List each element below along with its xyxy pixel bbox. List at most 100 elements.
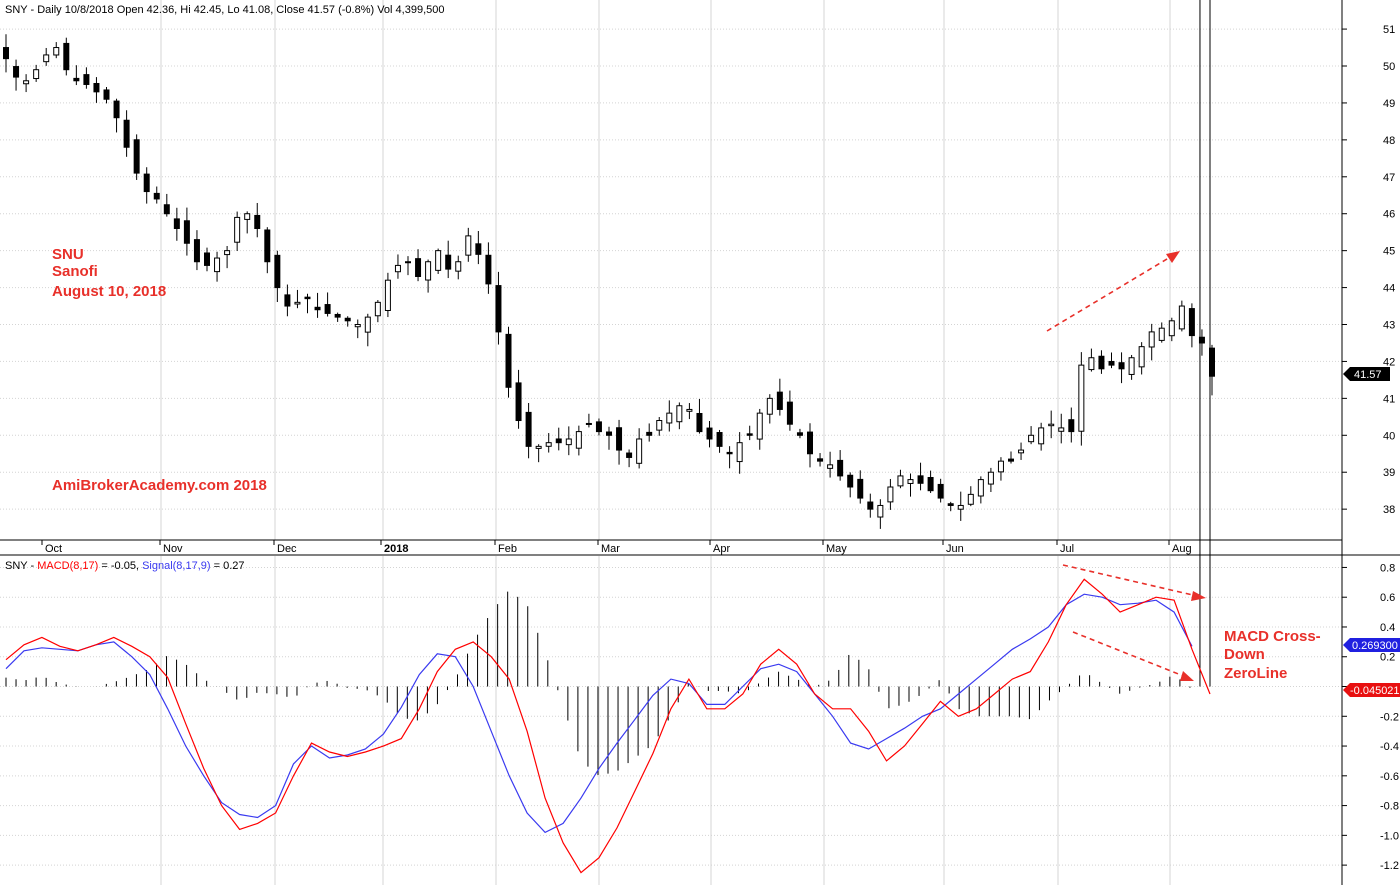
macd-note-line-2: Down bbox=[1224, 646, 1265, 663]
x-axis-month-label: Jun bbox=[946, 543, 964, 555]
candle bbox=[83, 67, 90, 89]
candle-body bbox=[786, 401, 793, 425]
candle bbox=[555, 427, 562, 451]
macd-y-tick-label: 0.2 bbox=[1380, 652, 1395, 664]
candle bbox=[123, 110, 130, 157]
x-axis-month-label: Oct bbox=[45, 543, 62, 555]
candle-body bbox=[907, 479, 914, 484]
candle bbox=[716, 429, 723, 453]
candle-body bbox=[234, 216, 241, 243]
candle bbox=[1168, 317, 1175, 342]
candle bbox=[1008, 451, 1014, 464]
candle-body bbox=[53, 47, 60, 56]
candle-body bbox=[867, 501, 874, 510]
candle-body bbox=[1018, 449, 1025, 454]
candle-body bbox=[294, 301, 301, 305]
price-y-axis-ticks: 51 50 49 48 47 46 45 44 43 42 41 40 39 38 bbox=[1342, 24, 1395, 516]
macd-y-tick-label: -0.2 bbox=[1380, 711, 1399, 723]
candle-body bbox=[776, 391, 783, 410]
last-price-label: 41.57 bbox=[1354, 369, 1382, 381]
candle-body bbox=[264, 229, 271, 263]
candle bbox=[987, 467, 994, 493]
x-axis-month-label: 2018 bbox=[384, 543, 408, 555]
last-price-tag: 41.57 bbox=[1343, 367, 1390, 381]
candle bbox=[334, 312, 341, 322]
macd-panel-header: SNY - MACD(8,17) = -0.05, Signal(8,17,9)… bbox=[5, 560, 245, 572]
candle-body bbox=[324, 304, 331, 314]
candle-body bbox=[937, 483, 944, 499]
price-y-tick-label: 43 bbox=[1383, 320, 1395, 332]
candle bbox=[565, 426, 572, 456]
candle bbox=[485, 242, 492, 294]
candle bbox=[425, 259, 432, 293]
candle-body bbox=[1028, 434, 1035, 443]
candle bbox=[977, 476, 984, 504]
candle-body bbox=[1148, 331, 1155, 348]
x-axis-month-label: Feb bbox=[498, 543, 517, 555]
candle bbox=[415, 249, 422, 282]
candle-body bbox=[877, 504, 884, 518]
candle bbox=[505, 326, 512, 398]
candle-body bbox=[465, 235, 472, 256]
candle-body bbox=[163, 204, 170, 215]
candle-body bbox=[1178, 305, 1185, 330]
candle bbox=[937, 478, 944, 503]
macd-crossdown-arrow bbox=[1072, 631, 1194, 681]
candle-body bbox=[475, 243, 482, 255]
candle-body bbox=[927, 477, 934, 492]
candle bbox=[354, 319, 361, 339]
candle bbox=[394, 254, 401, 279]
candle-body bbox=[766, 397, 773, 415]
candle-body bbox=[455, 261, 462, 272]
candle-body bbox=[626, 452, 633, 458]
candle-body bbox=[1118, 362, 1125, 370]
candlestick-series bbox=[3, 34, 1215, 529]
candle-body bbox=[1038, 427, 1045, 445]
candle bbox=[736, 432, 743, 474]
candle-body bbox=[796, 432, 803, 436]
candle-body bbox=[93, 82, 100, 93]
x-axis-month-label: Nov bbox=[163, 543, 183, 555]
macd-histogram bbox=[5, 0, 1211, 775]
candle bbox=[1028, 426, 1035, 445]
candle-body bbox=[405, 261, 411, 264]
candle-body bbox=[947, 503, 954, 506]
candle bbox=[626, 449, 633, 468]
candle bbox=[374, 300, 381, 323]
candle-body bbox=[334, 313, 341, 318]
macd-header-signal: Signal(8,17,9) bbox=[142, 560, 211, 572]
candle-body bbox=[686, 408, 693, 412]
candle-body bbox=[1068, 419, 1075, 433]
candle bbox=[254, 202, 261, 238]
candle-body bbox=[33, 69, 40, 80]
candle bbox=[535, 444, 542, 463]
candle bbox=[585, 413, 592, 428]
macd-header-macd-value: = -0.05, bbox=[98, 560, 142, 572]
candle bbox=[384, 272, 391, 318]
candle-body bbox=[224, 250, 231, 256]
candle-body bbox=[73, 77, 80, 82]
candle bbox=[264, 227, 271, 274]
candle-body bbox=[1098, 355, 1105, 370]
candle-body bbox=[696, 412, 703, 433]
candle bbox=[455, 255, 462, 280]
candle bbox=[364, 313, 371, 347]
candle-body bbox=[847, 474, 854, 488]
candle-body bbox=[103, 89, 110, 100]
candle bbox=[93, 77, 100, 103]
candle bbox=[53, 42, 60, 59]
candle bbox=[997, 457, 1004, 481]
candle bbox=[1038, 422, 1045, 451]
candle bbox=[847, 472, 854, 498]
price-y-tick-label: 51 bbox=[1383, 24, 1395, 36]
candle-body bbox=[1088, 357, 1095, 371]
candle-body bbox=[756, 412, 763, 440]
candle bbox=[706, 420, 713, 448]
price-panel-header: SNY - Daily 10/8/2018 Open 42.36, Hi 42.… bbox=[5, 4, 444, 16]
price-y-tick-label: 38 bbox=[1383, 504, 1395, 516]
note-date: August 10, 2018 bbox=[52, 283, 166, 300]
macd-vertical-grid bbox=[160, 556, 1171, 885]
candle bbox=[214, 251, 221, 282]
candle bbox=[1018, 442, 1025, 460]
candle-body bbox=[314, 306, 321, 311]
